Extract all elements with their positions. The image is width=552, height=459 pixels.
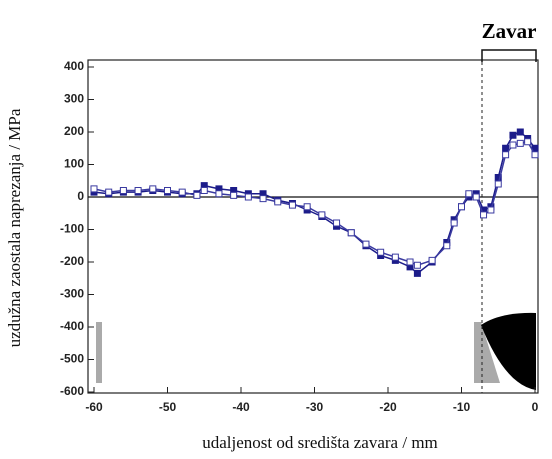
x-tick-label: -20 [379,400,397,414]
data-point [377,248,385,256]
data-point [230,191,238,199]
left-shape [96,322,102,383]
data-point [105,188,113,196]
data-point [362,240,370,248]
y-tick-label: 200 [64,124,84,138]
y-tick-label: -200 [60,254,84,268]
y-tick-label: 400 [64,59,84,73]
data-point [502,144,510,152]
x-tick-label: -30 [306,400,324,414]
weld-gray [474,322,500,383]
data-point [502,151,510,159]
data-point [516,128,524,136]
data-point [244,193,252,201]
data-point [149,185,157,193]
data-point [164,187,171,194]
data-point [509,141,517,149]
data-point [450,219,458,227]
data-point [90,185,98,193]
plot-frame [87,59,539,394]
weld-black [481,312,536,390]
y-axis-label: uzdužna zaostala naprezanja / MPa [5,108,24,347]
data-point [119,187,127,194]
series-line [93,140,536,267]
y-tick-label: 0 [77,189,84,203]
data-point [443,242,451,250]
data-point [465,190,473,198]
data-point [531,151,539,159]
data-point [193,191,201,199]
data-point [413,261,421,269]
data-point [200,187,208,194]
data-point [288,201,296,209]
data-point [178,188,186,196]
y-tick-label: 100 [64,157,84,171]
data-point [274,198,282,206]
y-tick-label: -300 [60,287,84,301]
x-axis-label: udaljenost od središta zavara / mm [202,433,438,452]
data-point [516,139,524,147]
data-point [259,195,267,203]
series-line [93,131,536,275]
data-point [480,211,488,219]
y-tick-label: -500 [60,352,84,366]
data-point [215,190,223,198]
data-point [318,211,326,219]
data-point [134,187,142,194]
data-point [406,258,414,266]
data-point [524,138,532,146]
data-point [494,180,502,188]
annotation: Zavar [482,19,537,43]
x-tick-label: -10 [453,400,471,414]
data-point [428,256,436,264]
data-point [333,219,341,227]
x-tick-label: -40 [232,400,250,414]
bracket [481,49,537,62]
data-point [347,229,355,237]
y-tick-label: 300 [64,92,84,106]
data-point [487,206,495,214]
data-point [303,203,311,211]
x-tick-label: 0 [532,400,539,414]
data-point [509,131,517,139]
y-tick-label: -600 [60,384,84,398]
data-point [391,253,399,261]
x-tick-label: -50 [159,400,177,414]
data-point [413,269,421,277]
y-tick-label: -400 [60,319,84,333]
x-tick-label: -60 [85,400,103,414]
y-tick-label: -100 [60,222,84,236]
data-point [458,203,465,211]
data-point [472,193,480,201]
